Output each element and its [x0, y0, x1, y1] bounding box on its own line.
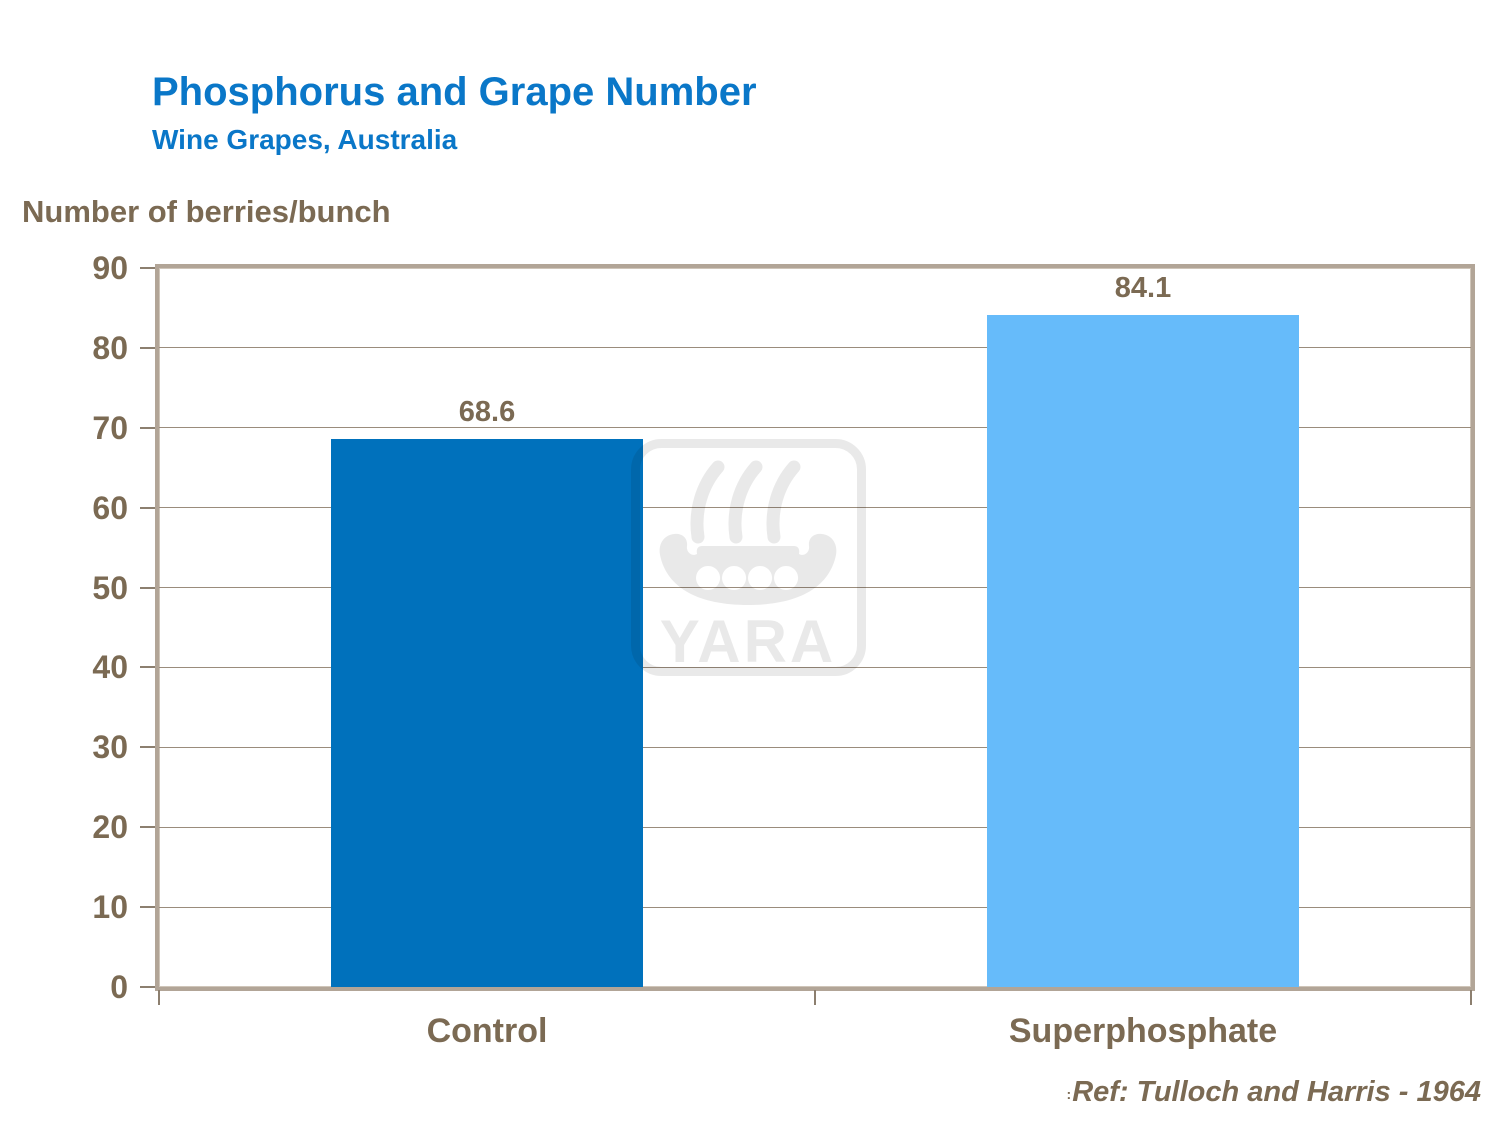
gridline — [159, 906, 1471, 908]
y-tick-mark — [140, 746, 155, 749]
y-tick-label: 70 — [92, 409, 128, 446]
gridline — [159, 587, 1471, 589]
y-tick-label: 90 — [92, 250, 128, 286]
category-label-control: Control — [426, 1012, 548, 1050]
y-tick-label: 40 — [92, 649, 128, 686]
y-tick-label: 50 — [92, 569, 128, 606]
x-tick-mark — [1470, 990, 1472, 1005]
gridline — [159, 347, 1471, 349]
gridline — [159, 507, 1471, 509]
y-tick-mark — [140, 986, 155, 988]
gridline — [159, 826, 1471, 828]
y-tick-label: 0 — [110, 969, 128, 1005]
y-axis-title: Number of berries/bunch — [22, 194, 391, 229]
gridline — [159, 666, 1471, 668]
reference-citation: :Ref: Tulloch and Harris - 1964 — [1067, 1076, 1481, 1109]
bar-control — [331, 439, 643, 987]
y-tick-mark — [140, 586, 155, 589]
gridline — [159, 427, 1471, 429]
y-tick-label: 30 — [92, 729, 128, 766]
y-tick-mark — [140, 826, 155, 829]
bar-superphosphate — [987, 315, 1299, 987]
category-label-superphosphate: Superphosphate — [1008, 1012, 1278, 1050]
plot-area: 68.6 84.1 — [155, 264, 1475, 991]
x-tick-mark — [158, 990, 160, 1005]
y-tick-mark — [140, 426, 155, 429]
y-tick-mark — [140, 666, 155, 669]
y-tick-mark — [140, 267, 155, 269]
y-tick-mark — [140, 346, 155, 349]
y-tick-mark — [140, 906, 155, 909]
page-subtitle: Wine Grapes, Australia — [152, 124, 458, 155]
y-tick-mark — [140, 506, 155, 509]
reference-mini-colon: : — [1066, 1086, 1072, 1102]
y-tick-label: 80 — [92, 329, 128, 366]
x-tick-mark — [814, 990, 816, 1005]
reference-text: Ref: Tulloch and Harris - 1964 — [1072, 1076, 1481, 1108]
gridline — [159, 746, 1471, 748]
bar-value-label: 68.6 — [458, 396, 516, 428]
y-tick-label: 10 — [92, 889, 128, 926]
y-tick-label: 60 — [92, 489, 128, 526]
bar-value-label: 84.1 — [1114, 272, 1172, 304]
y-tick-label: 20 — [92, 809, 128, 846]
page-title: Phosphorus and Grape Number — [152, 70, 757, 114]
